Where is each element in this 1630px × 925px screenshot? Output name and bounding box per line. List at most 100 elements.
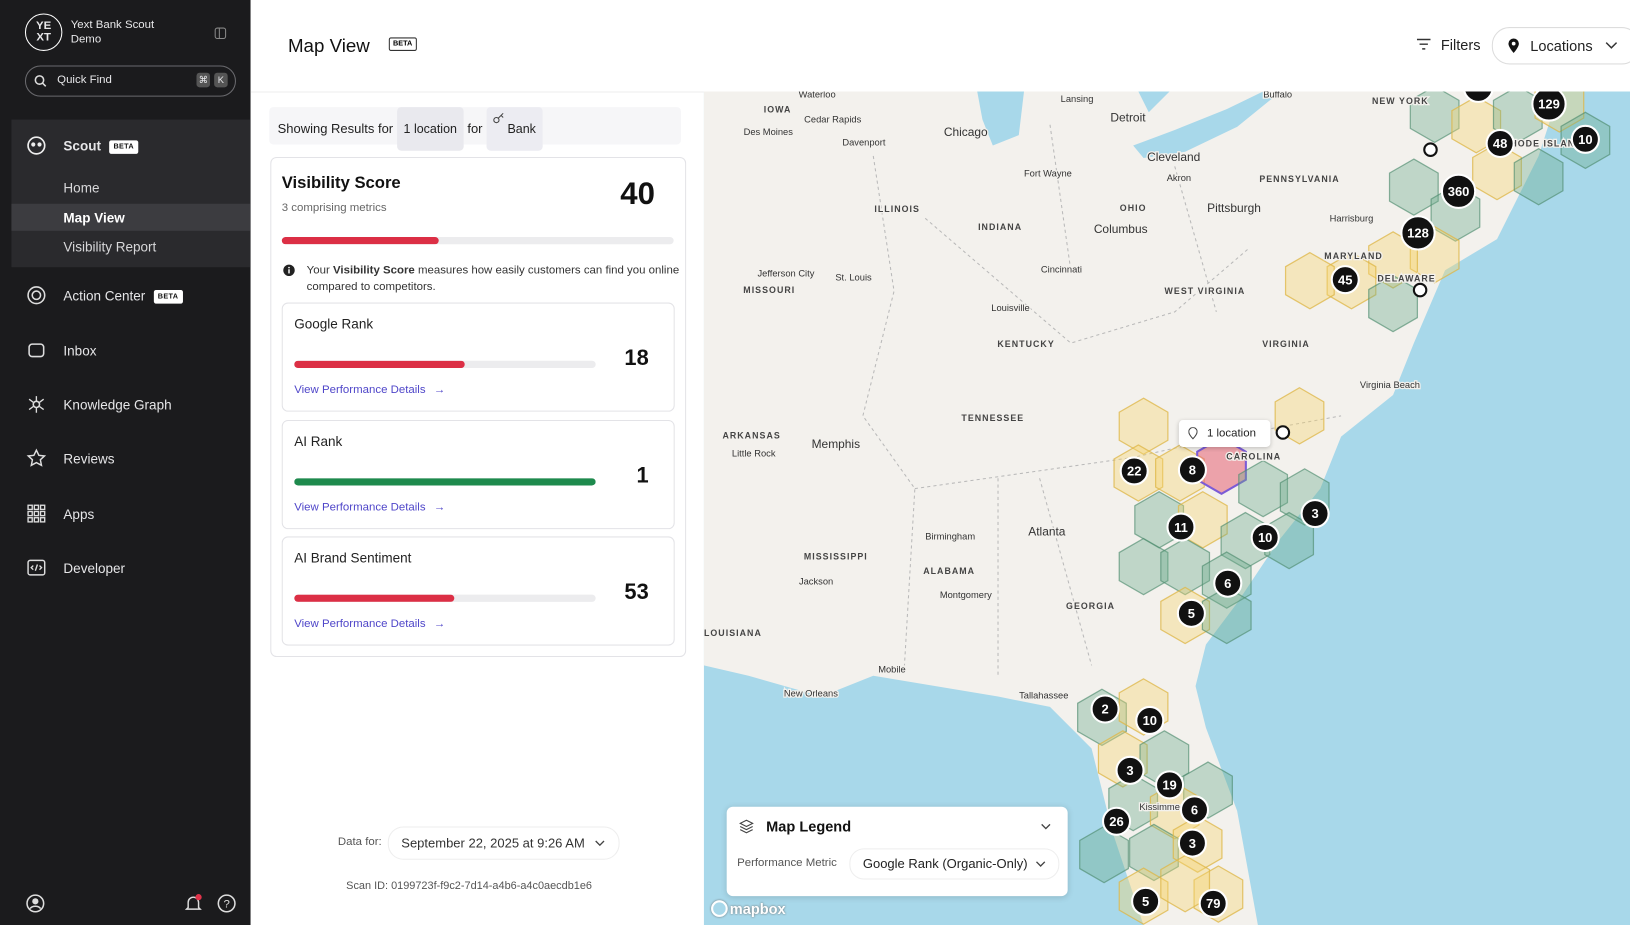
state-label: IOWA: [764, 104, 792, 114]
performance-link[interactable]: View Performance Details →: [294, 384, 445, 396]
bell-icon[interactable]: [183, 893, 204, 914]
keyword-label: Bank: [507, 121, 536, 137]
metric-track: [294, 594, 596, 602]
cluster-marker[interactable]: [1101, 806, 1132, 836]
cluster-marker[interactable]: [1131, 886, 1161, 916]
nav-developer[interactable]: Developer: [63, 560, 126, 576]
cluster-count: 11: [1174, 520, 1188, 535]
cluster-marker[interactable]: [1400, 215, 1436, 251]
cluster-marker[interactable]: [1135, 705, 1165, 735]
info-bold: Visibility Score: [332, 264, 415, 277]
locations-button[interactable]: Locations: [1491, 27, 1630, 65]
cluster-marker[interactable]: [1213, 568, 1243, 598]
city-label: Harrisburg: [1330, 213, 1374, 223]
nav-home[interactable]: Home: [63, 179, 100, 196]
attribution-text: mapbox: [729, 900, 786, 917]
org-sub: Demo: [70, 33, 102, 46]
cluster-count: 10: [1578, 132, 1592, 147]
hex-cell: [1118, 397, 1169, 456]
cluster-marker[interactable]: [1176, 598, 1206, 628]
state-label: MISSISSIPPI: [804, 551, 868, 561]
cluster-marker[interactable]: [1166, 512, 1196, 542]
performance-link[interactable]: View Performance Details →: [294, 618, 445, 630]
cluster-count: 10: [1143, 713, 1157, 728]
state-label: LOUISIANA: [704, 628, 762, 638]
hex-cell: [1118, 537, 1169, 596]
help-icon[interactable]: ?: [216, 893, 237, 914]
map[interactable]: Waterloo IOWA Cedar Rapids Des Moines Davenp…: [703, 91, 1630, 925]
nav-visibility-report[interactable]: Visibility Report: [63, 239, 157, 255]
cluster-count: 5: [1188, 606, 1195, 621]
state-label: MARYLAND: [1324, 251, 1383, 261]
data-for-label: Data for:: [337, 835, 382, 849]
cluster-count: 128: [1407, 226, 1429, 241]
kbd: K: [214, 72, 228, 88]
logo[interactable]: YE XT: [24, 13, 63, 51]
cluster-count: 5: [1142, 894, 1149, 909]
nav-apps[interactable]: Apps: [63, 506, 95, 522]
info-icon: [283, 264, 295, 277]
nav-inbox[interactable]: Inbox: [63, 343, 97, 359]
visibility-info: Your Visibility Score measures how easil…: [307, 262, 681, 295]
metric-card: [281, 536, 675, 646]
cluster-marker[interactable]: [1300, 499, 1330, 529]
filters-label: Filters: [1440, 36, 1481, 54]
city-label: Virginia Beach: [1360, 380, 1420, 390]
scout-icon: [27, 136, 46, 155]
location-chip[interactable]: 1 location: [397, 107, 464, 151]
visibility-title: Visibility Score: [281, 174, 401, 193]
cluster-marker[interactable]: [1440, 173, 1477, 209]
metric-select[interactable]: Google Rank (Organic-Only): [849, 848, 1060, 880]
logo-top: YE: [36, 19, 52, 33]
nav-knowledge-graph[interactable]: Knowledge Graph: [63, 397, 172, 413]
cluster-count: 79: [1206, 896, 1220, 911]
visibility-subtitle: 3 comprising metrics: [281, 201, 387, 215]
land: [703, 91, 1560, 925]
lake: [977, 91, 1025, 146]
cluster-count: 22: [1127, 464, 1141, 479]
date-select[interactable]: September 22, 2025 at 9:26 AM: [387, 826, 620, 860]
nav-action-center[interactable]: Action Center BETA: [63, 288, 183, 304]
cluster-marker[interactable]: [1154, 770, 1185, 800]
org-name: Yext Bank Scout: [70, 18, 155, 32]
keyword-chip[interactable]: Bank: [486, 107, 543, 151]
cluster-marker: [1463, 91, 1494, 103]
nav-map-view[interactable]: Map View: [63, 209, 125, 226]
cluster-marker[interactable]: [1119, 456, 1149, 486]
nav-scout[interactable]: Scout BETA: [63, 138, 139, 154]
chevron[interactable]: [1041, 823, 1051, 830]
collapse-icon[interactable]: [214, 27, 227, 39]
cluster-marker[interactable]: [1115, 755, 1145, 785]
cluster-marker[interactable]: [1570, 124, 1600, 154]
hex-cell: [1388, 158, 1439, 216]
state-label: ARKANSAS: [722, 431, 780, 441]
cluster-count: 19: [1162, 778, 1176, 793]
state-label: VIRGINIA: [1262, 339, 1310, 349]
state-label: ALABAMA: [923, 566, 975, 576]
cluster-marker[interactable]: [1250, 522, 1280, 553]
cluster-marker[interactable]: [1330, 265, 1360, 295]
cluster-marker[interactable]: [1485, 128, 1515, 159]
cluster-marker[interactable]: [1177, 828, 1207, 858]
visibility-score: 40: [620, 176, 655, 212]
cluster-marker[interactable]: [1179, 795, 1210, 825]
metric-value: Google Rank (Organic-Only): [862, 856, 1028, 872]
profile-icon[interactable]: [25, 893, 46, 914]
cluster-marker[interactable]: [1198, 888, 1228, 918]
hex-cell: [1409, 91, 1460, 144]
info-text: Your: [306, 264, 330, 277]
cluster-marker[interactable]: [1090, 694, 1120, 724]
city-label: Columbus: [1094, 222, 1148, 236]
cluster-marker[interactable]: [1531, 91, 1567, 122]
performance-link[interactable]: View Performance Details →: [294, 501, 445, 513]
quick-find[interactable]: Quick Find ⌘ K: [24, 65, 236, 97]
cluster-count: 26: [1109, 814, 1123, 829]
city-label: Mobile: [878, 665, 906, 675]
city-label: Detroit: [1110, 111, 1146, 125]
state-label: INDIANA: [978, 222, 1022, 232]
cluster-count: 48: [1493, 136, 1507, 151]
cluster-marker[interactable]: [1177, 455, 1207, 485]
nav-reviews[interactable]: Reviews: [63, 451, 115, 467]
state-label: RHODE ISLAND: [1503, 139, 1583, 149]
metric-fill: [294, 594, 454, 602]
